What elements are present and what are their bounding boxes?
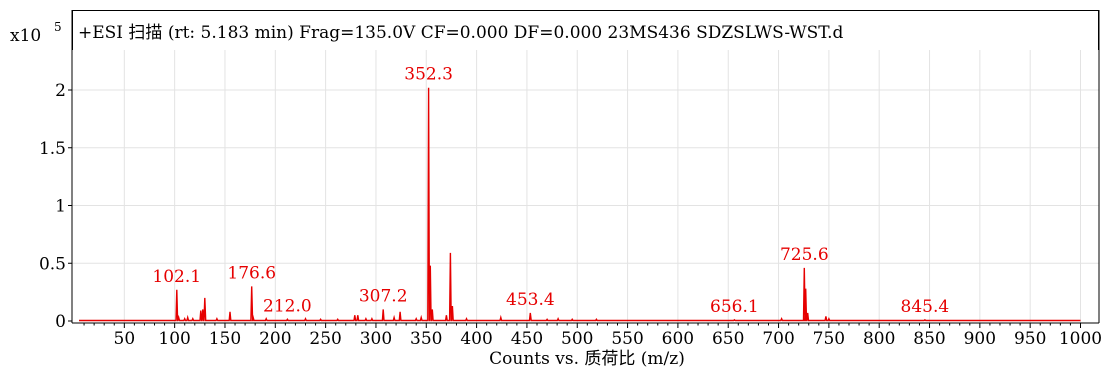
peak-label: 352.3 bbox=[404, 65, 453, 85]
peak-label: 212.0 bbox=[263, 296, 312, 316]
x-tick-label: 350 bbox=[410, 329, 442, 349]
x-tick-label: 300 bbox=[360, 329, 392, 349]
x-tick-label: 750 bbox=[813, 329, 845, 349]
x-tick-label: 650 bbox=[712, 329, 744, 349]
spectrum-trace bbox=[79, 87, 1081, 322]
y-tick-label: 1 bbox=[55, 197, 66, 217]
x-tick-label: 1000 bbox=[1059, 329, 1102, 349]
x-tick-label: 550 bbox=[611, 329, 643, 349]
peak-label: 307.2 bbox=[359, 286, 408, 306]
x-tick-label: 200 bbox=[259, 329, 291, 349]
y-tick-label: 0 bbox=[55, 312, 66, 332]
x-tick-label: 100 bbox=[158, 329, 190, 349]
peak-label: 176.6 bbox=[227, 263, 276, 283]
y-tick-label: 1.5 bbox=[39, 139, 66, 159]
x-tick-label: 600 bbox=[662, 329, 694, 349]
peak-label: 656.1 bbox=[710, 297, 759, 317]
x-tick-label: 700 bbox=[762, 329, 794, 349]
y-scale-exponent: 5 bbox=[54, 20, 62, 34]
y-tick-label: 2 bbox=[55, 81, 66, 101]
chart-title: +ESI 扫描 (rt: 5.183 min) Frag=135.0V CF=0… bbox=[78, 23, 844, 43]
x-tick-label: 850 bbox=[913, 329, 945, 349]
x-tick-label: 950 bbox=[1014, 329, 1046, 349]
x-tick-label: 800 bbox=[863, 329, 895, 349]
peak-label: 725.6 bbox=[780, 245, 829, 265]
x-axis-label: Counts vs. 质荷比 (m/z) bbox=[489, 349, 685, 369]
y-scale-label: x10 bbox=[10, 26, 42, 46]
peak-label: 453.4 bbox=[506, 290, 555, 310]
x-tick-label: 900 bbox=[964, 329, 996, 349]
x-tick-label: 150 bbox=[209, 329, 241, 349]
peak-label: 845.4 bbox=[901, 297, 950, 317]
peak-label: 102.1 bbox=[152, 267, 201, 287]
x-tick-label: 250 bbox=[309, 329, 341, 349]
chart-header-box bbox=[72, 10, 1099, 50]
x-tick-label: 50 bbox=[114, 329, 136, 349]
x-tick-label: 450 bbox=[511, 329, 543, 349]
y-tick-label: 0.5 bbox=[39, 254, 66, 274]
x-tick-label: 500 bbox=[561, 329, 593, 349]
x-tick-label: 400 bbox=[460, 329, 492, 349]
